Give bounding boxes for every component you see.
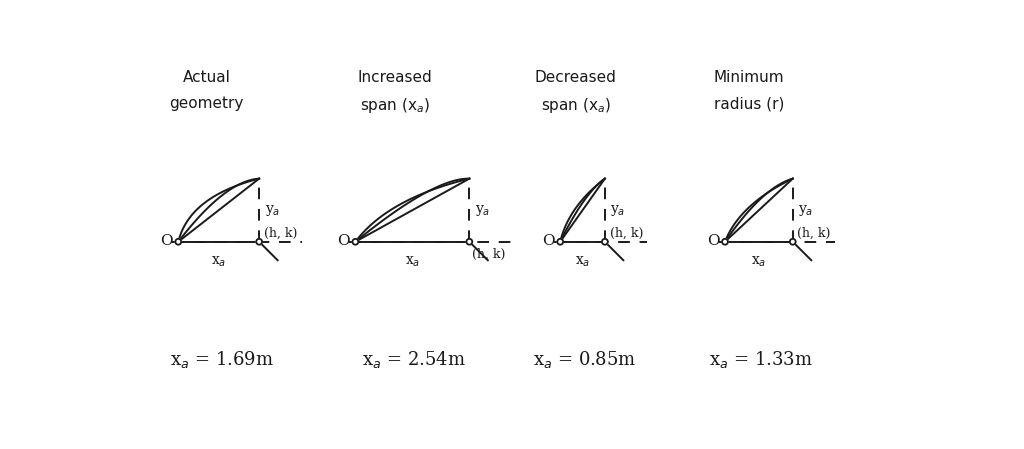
Text: O: O xyxy=(542,234,555,248)
Text: span (x$_a$): span (x$_a$) xyxy=(541,96,611,115)
Circle shape xyxy=(790,239,796,245)
Text: Decreased: Decreased xyxy=(535,70,616,85)
Text: radius (r): radius (r) xyxy=(714,96,784,111)
Circle shape xyxy=(352,239,358,245)
Circle shape xyxy=(557,239,563,245)
Text: y$_a$: y$_a$ xyxy=(475,202,490,218)
Text: (h, k): (h, k) xyxy=(798,226,830,239)
Text: (h, k): (h, k) xyxy=(264,226,297,239)
Text: (h, k): (h, k) xyxy=(472,248,506,261)
Circle shape xyxy=(722,239,728,245)
Text: O: O xyxy=(337,234,350,248)
Text: x$_a$: x$_a$ xyxy=(752,255,767,269)
Text: O: O xyxy=(707,234,720,248)
Text: O: O xyxy=(161,234,173,248)
Text: Actual: Actual xyxy=(182,70,230,85)
Circle shape xyxy=(467,239,472,245)
Text: (h, k): (h, k) xyxy=(609,226,643,239)
Text: Increased: Increased xyxy=(358,70,433,85)
Circle shape xyxy=(602,239,608,245)
Text: x$_a$: x$_a$ xyxy=(404,255,420,269)
Text: y$_a$: y$_a$ xyxy=(610,202,626,218)
Text: Minimum: Minimum xyxy=(714,70,784,85)
Circle shape xyxy=(175,239,181,245)
Text: x$_a$ = 1.69m: x$_a$ = 1.69m xyxy=(170,349,273,370)
Text: y$_a$: y$_a$ xyxy=(264,202,280,218)
Text: y$_a$: y$_a$ xyxy=(798,202,813,218)
Text: x$_a$: x$_a$ xyxy=(211,255,226,269)
Text: x$_a$: x$_a$ xyxy=(574,255,590,269)
Text: x$_a$ = 0.85m: x$_a$ = 0.85m xyxy=(534,349,636,370)
Text: geometry: geometry xyxy=(169,96,244,111)
Text: x$_a$ = 2.54m: x$_a$ = 2.54m xyxy=(362,349,466,370)
Circle shape xyxy=(256,239,262,245)
Text: span (x$_a$): span (x$_a$) xyxy=(360,96,430,115)
Text: x$_a$ = 1.33m: x$_a$ = 1.33m xyxy=(709,349,812,370)
